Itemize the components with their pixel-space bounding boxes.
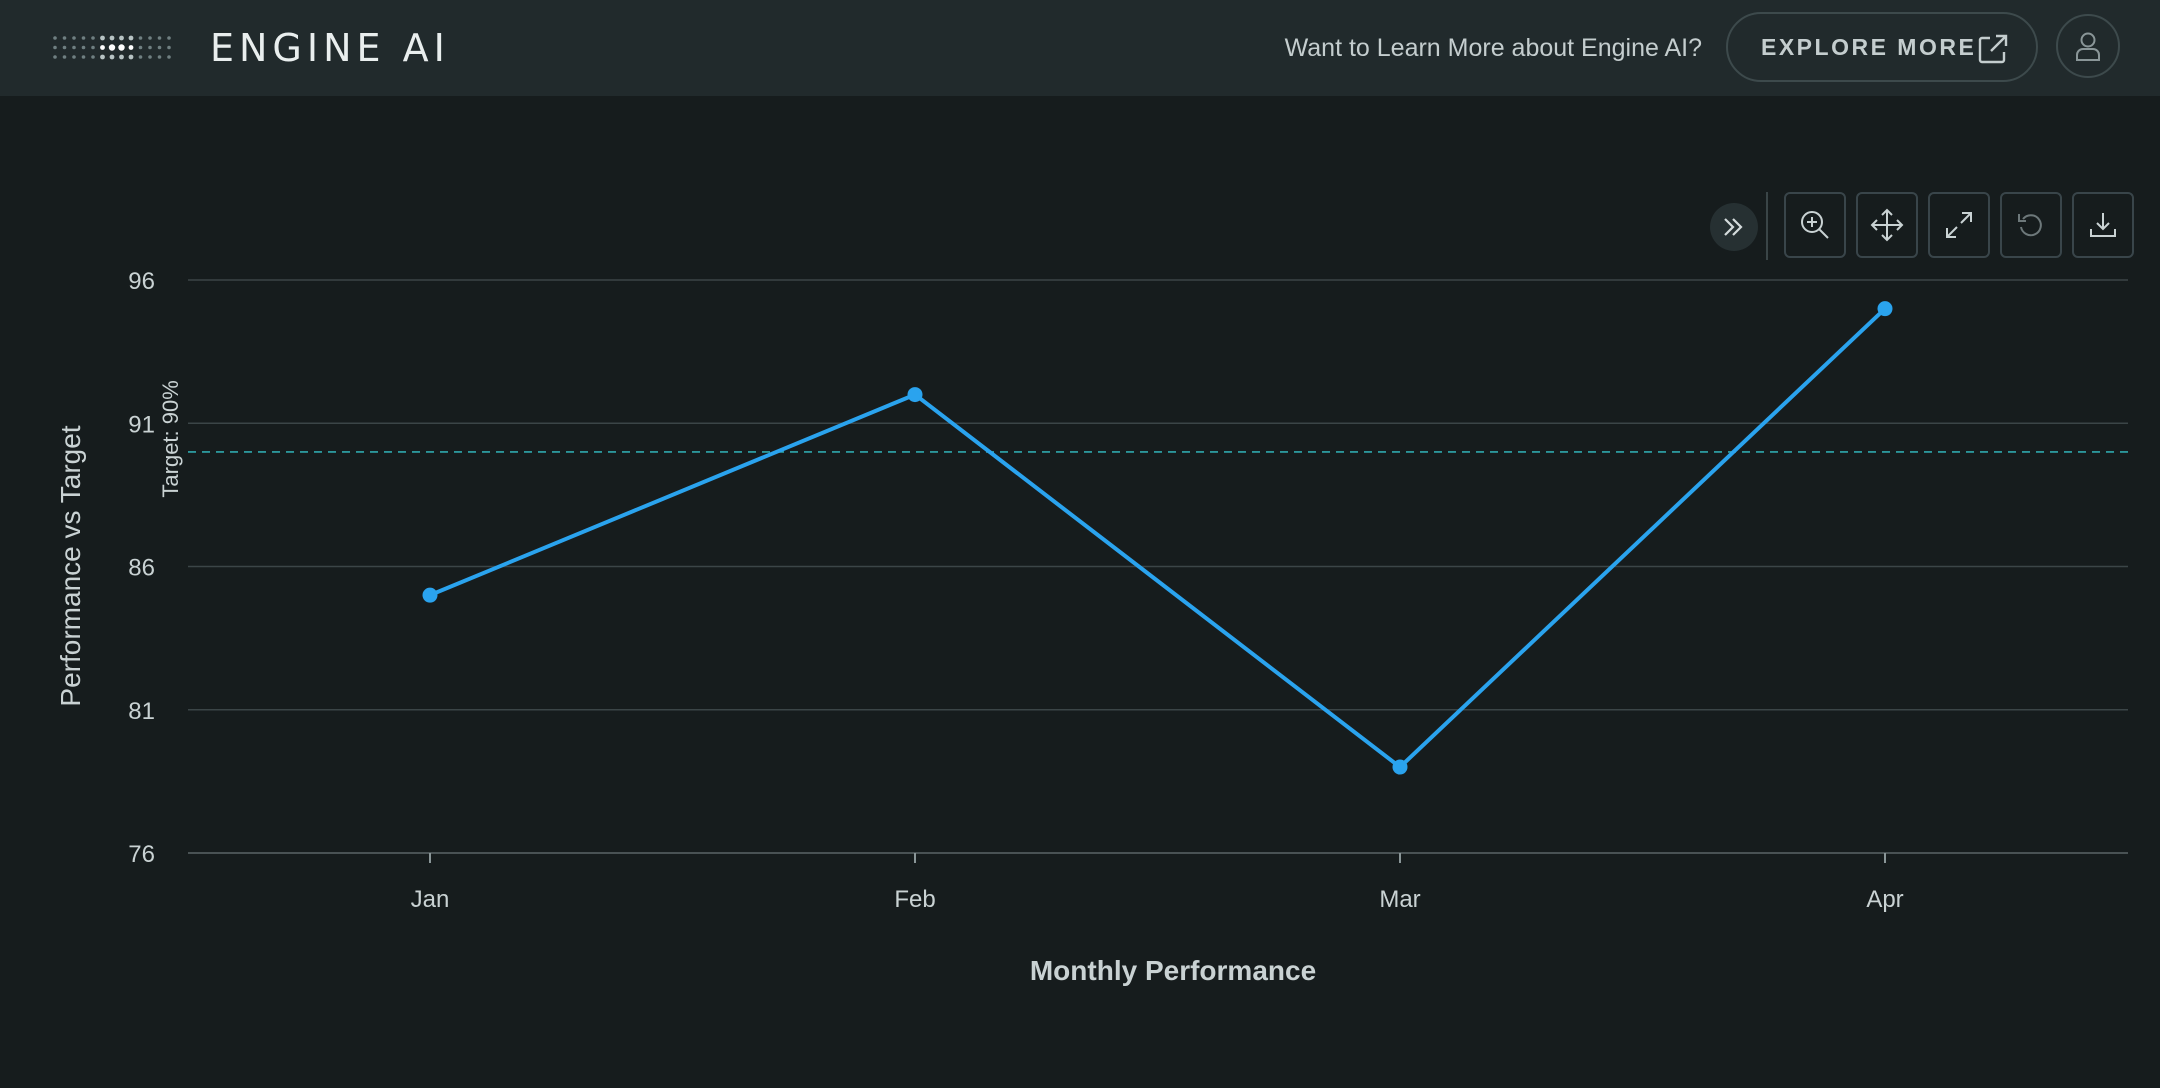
logo-dot — [157, 36, 162, 40]
external-link-icon — [1978, 34, 2008, 64]
logo-dot — [157, 45, 162, 50]
expand-icon — [1946, 212, 1972, 238]
y-tick-label: 81 — [128, 698, 155, 725]
logo-dot — [100, 35, 105, 41]
data-point — [1877, 301, 1893, 317]
logo-dot — [81, 55, 86, 59]
expand-button[interactable] — [1928, 192, 1990, 258]
user-icon — [2076, 32, 2100, 61]
y-tick-label: 96 — [128, 268, 155, 295]
download-icon — [2090, 213, 2116, 237]
logo-dot — [128, 45, 134, 50]
logo-dot — [100, 54, 105, 60]
logo-dot — [167, 55, 171, 59]
logo-dot — [118, 44, 125, 51]
x-tick-label: Feb — [894, 886, 935, 913]
toolbar-divider — [1766, 192, 1768, 260]
download-button[interactable] — [2072, 192, 2134, 258]
data-point — [907, 387, 923, 403]
y-tick-label: 76 — [128, 841, 155, 868]
logo-dot — [62, 36, 67, 40]
zoom-in-button[interactable] — [1784, 192, 1846, 258]
y-tick-label: 91 — [128, 411, 155, 438]
logo-dot — [148, 36, 152, 40]
logo-dot — [119, 54, 124, 60]
logo-dot — [148, 45, 152, 50]
logo-dot — [91, 36, 95, 40]
pan-button[interactable] — [1856, 192, 1918, 258]
logo-dot — [128, 35, 134, 41]
series-group — [422, 301, 1893, 775]
logo-dot — [53, 36, 57, 40]
learn-more-text: Want to Learn More about Engine AI? — [1284, 34, 1702, 62]
logo-dot — [109, 54, 115, 60]
logo-dot — [119, 35, 124, 41]
user-account-button[interactable] — [2056, 14, 2120, 78]
target-line-group: Target: 90% — [158, 380, 2128, 498]
logo-dot — [108, 44, 116, 51]
logo-dot — [148, 55, 152, 59]
data-point — [1392, 759, 1408, 775]
logo-dot — [53, 55, 57, 59]
logo-dot — [138, 55, 143, 59]
x-axis-label: Monthly Performance — [1030, 955, 1316, 986]
logo-dot — [72, 36, 76, 40]
series-line — [429, 307, 1887, 770]
chart-grid — [188, 279, 2128, 854]
x-tick-label: Jan — [411, 886, 450, 913]
brand-logo: ENGINE AI — [210, 26, 450, 70]
x-axis-ticks: Jan Feb Mar Apr — [411, 853, 1904, 913]
move-arrows-icon — [1870, 208, 1904, 242]
explore-more-label: EXPLORE MORE — [1761, 33, 1977, 60]
x-tick-label: Mar — [1379, 886, 1420, 913]
y-axis-label: Performance vs Target — [55, 425, 86, 706]
logo-dot — [72, 45, 76, 50]
zoom-in-icon — [1801, 211, 1829, 239]
logo-dot — [138, 45, 143, 50]
x-tick-label: Apr — [1866, 886, 1903, 913]
double-chevron-right-icon — [1724, 218, 1743, 236]
logo-dot — [128, 54, 134, 60]
reset-icon — [2018, 214, 2042, 237]
logo-dot — [62, 55, 67, 59]
logo-dot — [138, 36, 143, 40]
app-header: ENGINE AI Want to Learn More about Engin… — [0, 0, 2160, 96]
data-point — [422, 587, 438, 603]
target-label: Target: 90% — [158, 380, 183, 497]
logo-dot — [81, 36, 86, 40]
logo-dot — [100, 45, 105, 50]
logo-dot — [62, 45, 67, 50]
logo-dot — [91, 55, 95, 59]
logo-dot — [109, 35, 115, 41]
logo-dot — [167, 36, 171, 40]
logo-dot — [167, 45, 171, 50]
reset-button[interactable] — [2000, 192, 2062, 258]
logo-dot — [53, 45, 57, 50]
logo-dot — [72, 55, 76, 59]
y-tick-label: 86 — [128, 555, 155, 582]
logo-dot — [91, 45, 95, 50]
logo-dot — [157, 55, 162, 59]
toolbar-collapse-button[interactable] — [1710, 203, 1758, 251]
y-axis-ticks: 76 81 86 91 96 — [128, 268, 155, 868]
logo-dots-icon — [53, 35, 171, 60]
logo-dot — [81, 45, 86, 50]
explore-more-button[interactable]: EXPLORE MORE — [1726, 12, 2038, 82]
